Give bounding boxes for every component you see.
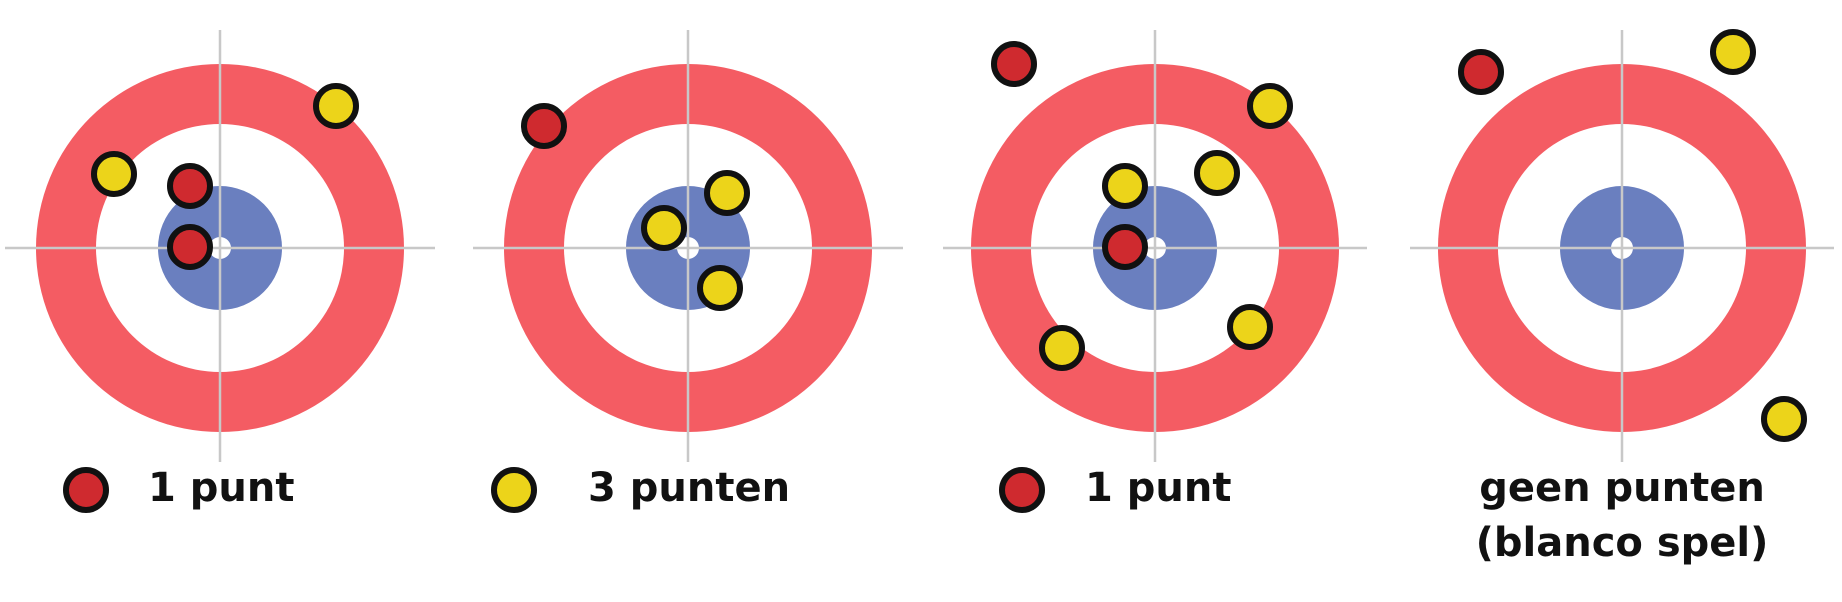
legend-stone-red xyxy=(999,467,1045,513)
stone-yellow xyxy=(1227,304,1273,350)
result-label: 1 punt xyxy=(148,465,294,511)
stone-red xyxy=(991,41,1037,87)
stone-yellow xyxy=(704,170,750,216)
stone-yellow xyxy=(1039,325,1085,371)
stone-yellow xyxy=(1247,83,1293,129)
house-panel-4: geen punten (blanco spel) xyxy=(1410,29,1834,566)
stone-red xyxy=(1102,224,1148,270)
stone-yellow xyxy=(1761,396,1807,442)
stone-red xyxy=(1458,49,1504,95)
house-panel-1: 1 punt xyxy=(5,30,435,513)
stone-yellow xyxy=(1194,150,1240,196)
result-label: 1 punt xyxy=(1085,465,1231,511)
stone-yellow xyxy=(641,205,687,251)
result-label: geen punten xyxy=(1479,465,1765,511)
stone-yellow xyxy=(697,265,743,311)
house-panel-2: 3 punten xyxy=(473,30,903,513)
stone-red xyxy=(167,163,213,209)
stone-red xyxy=(167,224,213,270)
result-label: (blanco spel) xyxy=(1476,520,1769,566)
stone-red xyxy=(521,103,567,149)
house-panel-3: 1 punt xyxy=(943,30,1367,513)
stone-yellow xyxy=(313,83,359,129)
result-label: 3 punten xyxy=(588,465,790,511)
legend-stone-red xyxy=(63,467,109,513)
stone-yellow xyxy=(1710,29,1756,75)
stone-yellow xyxy=(1102,163,1148,209)
stone-yellow xyxy=(91,151,137,197)
legend-stone-yellow xyxy=(491,467,537,513)
